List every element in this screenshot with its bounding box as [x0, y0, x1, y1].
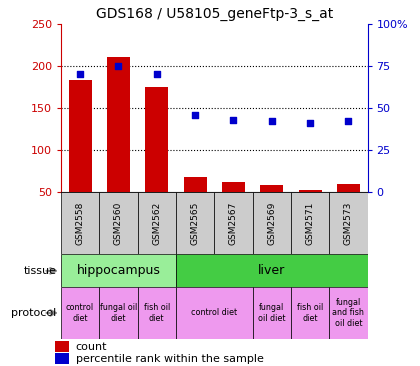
Text: protocol: protocol — [11, 308, 57, 318]
Text: count: count — [76, 341, 107, 351]
Bar — [291, 287, 329, 339]
Text: tissue: tissue — [24, 266, 57, 276]
Point — [345, 119, 352, 124]
Bar — [68, 80, 92, 192]
Bar — [55, 341, 69, 352]
Bar — [329, 192, 368, 254]
Text: GSM2573: GSM2573 — [344, 202, 353, 245]
Bar — [329, 287, 368, 339]
Text: GSM2571: GSM2571 — [305, 202, 315, 245]
Text: GSM2558: GSM2558 — [76, 202, 84, 245]
Bar — [176, 192, 214, 254]
Text: fungal
and fish
oil diet: fungal and fish oil diet — [332, 298, 364, 328]
Point — [77, 71, 84, 77]
Bar — [61, 287, 99, 339]
Bar — [214, 192, 252, 254]
Point — [230, 117, 237, 123]
Bar — [337, 184, 360, 192]
Text: liver: liver — [258, 264, 285, 277]
Bar — [291, 192, 329, 254]
Bar — [99, 287, 138, 339]
Text: control
diet: control diet — [66, 303, 94, 323]
Bar — [138, 287, 176, 339]
Bar — [176, 254, 368, 287]
Point — [192, 112, 198, 117]
Text: fish oil
diet: fish oil diet — [144, 303, 170, 323]
Point — [307, 120, 313, 126]
Bar — [222, 182, 245, 192]
Bar — [99, 192, 138, 254]
Bar — [184, 177, 207, 192]
Text: fungal oil
diet: fungal oil diet — [100, 303, 137, 323]
Bar — [260, 186, 283, 192]
Point — [153, 71, 160, 77]
Bar — [252, 192, 291, 254]
Text: GSM2560: GSM2560 — [114, 202, 123, 245]
Bar — [107, 57, 130, 192]
Bar — [299, 190, 322, 192]
Bar — [176, 287, 252, 339]
Bar — [138, 192, 176, 254]
Text: hippocampus: hippocampus — [76, 264, 160, 277]
Text: control diet: control diet — [191, 309, 237, 317]
Title: GDS168 / U58105_geneFtp-3_s_at: GDS168 / U58105_geneFtp-3_s_at — [96, 7, 333, 21]
Text: GSM2565: GSM2565 — [191, 202, 200, 245]
Point — [268, 119, 275, 124]
Bar — [55, 354, 69, 364]
Bar — [61, 254, 176, 287]
Bar — [145, 87, 168, 192]
Text: fungal
oil diet: fungal oil diet — [258, 303, 286, 323]
Text: GSM2562: GSM2562 — [152, 202, 161, 245]
Text: GSM2567: GSM2567 — [229, 202, 238, 245]
Text: GSM2569: GSM2569 — [267, 202, 276, 245]
Text: fish oil
diet: fish oil diet — [297, 303, 323, 323]
Point — [115, 63, 122, 69]
Bar — [61, 192, 99, 254]
Bar — [252, 287, 291, 339]
Text: percentile rank within the sample: percentile rank within the sample — [76, 354, 263, 363]
